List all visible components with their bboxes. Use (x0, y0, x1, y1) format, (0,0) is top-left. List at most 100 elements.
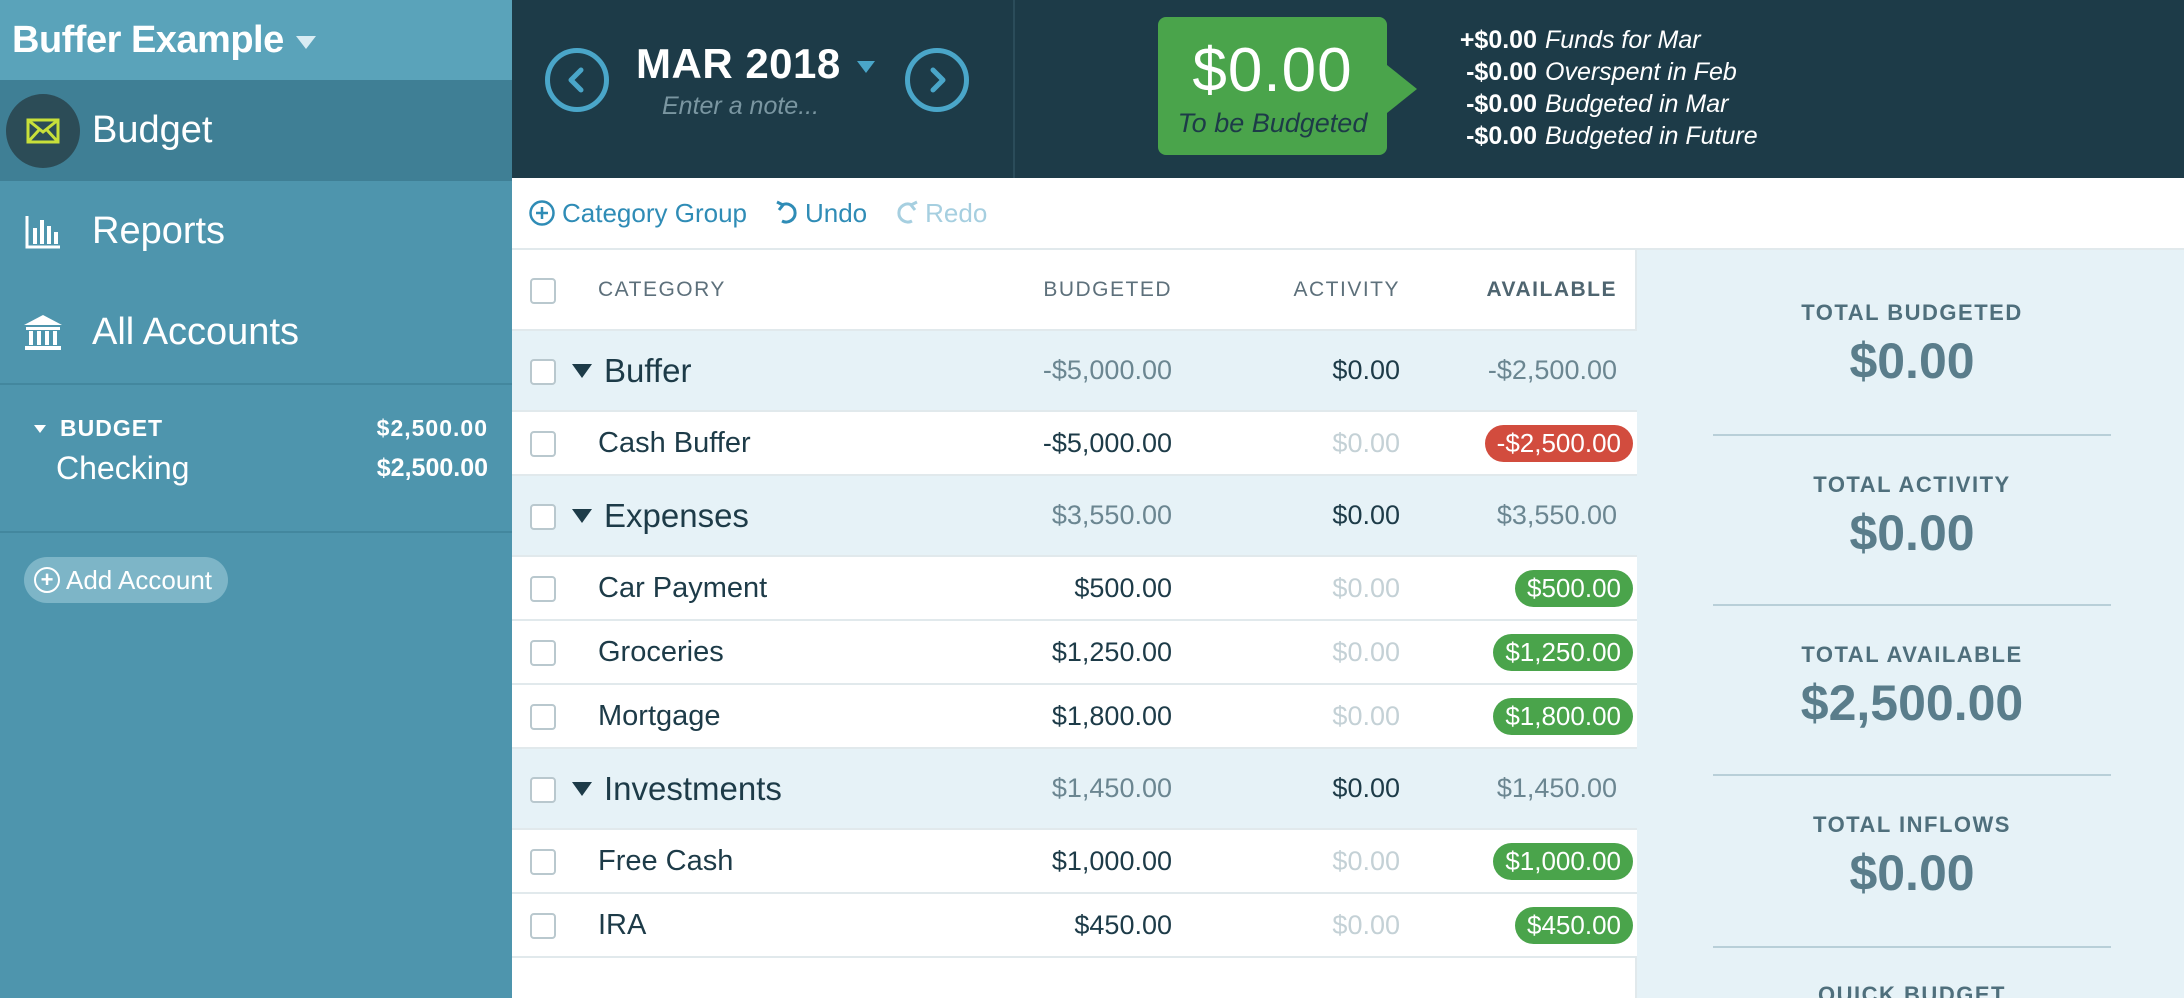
nav-budget[interactable]: Budget (0, 80, 512, 181)
stat-label: TOTAL AVAILABLE (1801, 642, 2023, 667)
category-group-row[interactable]: Buffer -$5,000.00 $0.00 -$2,500.00 (512, 331, 1637, 412)
quick-budget-label: QUICK BUDGET (1818, 982, 2006, 998)
category-name[interactable]: IRA (598, 908, 647, 941)
column-header-available[interactable]: AVAILABLE (1486, 277, 1617, 301)
group-name-text: Expenses (604, 496, 749, 534)
available-cell[interactable]: $1,800.00 (1493, 697, 1633, 735)
category-name[interactable]: Groceries (598, 635, 724, 668)
to-be-budgeted-label: To be Budgeted (1177, 108, 1368, 138)
group-name[interactable]: Investments (572, 769, 782, 808)
account-group-header[interactable]: BUDGET $2,500.00 (34, 415, 488, 442)
month-label: MAR 2018 (636, 40, 841, 87)
summary-value: -$0.00 (1466, 90, 1537, 118)
group-checkbox[interactable] (530, 776, 556, 803)
category-checkbox[interactable] (530, 576, 556, 602)
budgeted-input[interactable]: $1,000.00 (1051, 845, 1172, 876)
group-checkbox[interactable] (530, 358, 556, 385)
category-row[interactable]: IRA $450.00 $0.00 $450.00 (512, 894, 1637, 958)
stat-label: TOTAL ACTIVITY (1813, 472, 2011, 497)
category-row[interactable]: Groceries $1,250.00 $0.00 $1,250.00 (512, 621, 1637, 685)
category-checkbox[interactable] (530, 913, 556, 939)
budgeted-input[interactable]: -$5,000.00 (1042, 427, 1172, 458)
available-pill[interactable]: $1,000.00 (1493, 842, 1633, 880)
available-pill[interactable]: $1,250.00 (1493, 633, 1633, 671)
category-name[interactable]: Car Payment (598, 571, 768, 604)
budget-name-menu[interactable]: Buffer Example (0, 0, 512, 80)
activity-value[interactable]: $0.00 (1332, 636, 1400, 667)
budgeted-input[interactable]: $450.00 (1074, 909, 1172, 940)
available-cell[interactable]: $1,250.00 (1493, 633, 1633, 671)
budgeted-input[interactable]: $500.00 (1074, 572, 1172, 603)
available-cell[interactable]: $1,000.00 (1493, 842, 1633, 880)
group-checkbox[interactable] (530, 503, 556, 530)
category-checkbox[interactable] (530, 704, 556, 730)
account-item-checking[interactable]: Checking $2,500.00 (34, 450, 488, 487)
add-category-group-button[interactable]: Category Group (528, 198, 747, 229)
account-group-budget: BUDGET $2,500.00 Checking $2,500.00 (0, 385, 512, 531)
add-account-button[interactable]: + Add Account (24, 557, 228, 603)
redo-button[interactable]: Redo (895, 198, 987, 229)
category-row[interactable]: Car Payment $500.00 $0.00 $500.00 (512, 557, 1637, 621)
category-row[interactable]: Cash Buffer -$5,000.00 $0.00 -$2,500.00 (512, 412, 1637, 476)
category-checkbox[interactable] (530, 849, 556, 875)
category-group-row[interactable]: Expenses $3,550.00 $0.00 $3,550.00 (512, 476, 1637, 557)
summary-text: Budgeted in Future (1545, 122, 1758, 150)
available-pill[interactable]: -$2,500.00 (1484, 424, 1633, 462)
available-pill[interactable]: $450.00 (1515, 906, 1633, 944)
summary-value: -$0.00 (1466, 58, 1537, 86)
select-all-checkbox[interactable] (530, 278, 556, 304)
available-cell[interactable]: $450.00 (1515, 906, 1633, 944)
nav-all-accounts[interactable]: All Accounts (0, 282, 512, 383)
collapse-triangle-icon[interactable] (572, 508, 592, 523)
available-pill[interactable]: $500.00 (1515, 569, 1633, 607)
available-cell[interactable]: -$2,500.00 (1484, 424, 1633, 462)
collapse-triangle-icon (34, 424, 46, 433)
budgeted-input[interactable]: $1,250.00 (1051, 636, 1172, 667)
activity-value[interactable]: $0.00 (1332, 700, 1400, 731)
activity-value[interactable]: $0.00 (1332, 909, 1400, 940)
activity-value[interactable]: $0.00 (1332, 427, 1400, 458)
previous-month-button[interactable] (545, 48, 609, 112)
envelope-icon (6, 93, 80, 168)
undo-label: Undo (804, 197, 868, 228)
group-available: $3,550.00 (1496, 500, 1617, 530)
group-name[interactable]: Expenses (572, 496, 749, 535)
redo-icon (895, 199, 919, 227)
column-header-activity[interactable]: ACTIVITY (1293, 277, 1400, 301)
column-header-category[interactable]: CATEGORY (598, 277, 726, 301)
group-name-text: Investments (604, 769, 782, 807)
summary-line: -$0.00 Budgeted in Mar (1449, 88, 1758, 120)
category-group-row[interactable]: Investments $1,450.00 $0.00 $1,450.00 (512, 749, 1637, 830)
chevron-right-icon (930, 67, 946, 93)
category-name[interactable]: Free Cash (598, 844, 734, 877)
group-budgeted: $1,450.00 (1051, 773, 1172, 803)
quick-budget-heading: QUICK BUDGET (1713, 982, 2111, 998)
group-name[interactable]: Buffer (572, 352, 691, 390)
undo-button[interactable]: Undo (775, 198, 867, 229)
column-header-budgeted[interactable]: BUDGETED (1043, 277, 1172, 301)
activity-value[interactable]: $0.00 (1332, 845, 1400, 876)
nav-reports[interactable]: Reports (0, 181, 512, 282)
to-be-budgeted-box[interactable]: $0.00 To be Budgeted (1158, 17, 1417, 155)
activity-value[interactable]: $0.00 (1332, 572, 1400, 603)
collapse-triangle-icon[interactable] (572, 363, 592, 378)
bar-chart-icon (6, 195, 80, 269)
sidebar-divider (0, 531, 512, 533)
collapse-triangle-icon[interactable] (572, 781, 592, 796)
group-available: $1,450.00 (1496, 773, 1617, 803)
redo-label: Redo (925, 197, 988, 228)
month-note-input[interactable]: Enter a note... (662, 92, 820, 120)
available-cell[interactable]: $500.00 (1515, 569, 1633, 607)
category-checkbox[interactable] (530, 640, 556, 666)
month-selector[interactable]: MAR 2018 (636, 40, 875, 88)
category-name[interactable]: Mortgage (598, 699, 721, 732)
category-row[interactable]: Free Cash $1,000.00 $0.00 $1,000.00 (512, 830, 1637, 894)
group-budgeted: $3,550.00 (1051, 500, 1172, 530)
available-pill[interactable]: $1,800.00 (1493, 697, 1633, 735)
category-checkbox[interactable] (530, 431, 556, 457)
summary-line: -$0.00 Budgeted in Future (1449, 120, 1758, 152)
next-month-button[interactable] (905, 48, 969, 112)
category-row[interactable]: Mortgage $1,800.00 $0.00 $1,800.00 (512, 685, 1637, 749)
budgeted-input[interactable]: $1,800.00 (1051, 700, 1172, 731)
category-name[interactable]: Cash Buffer (598, 426, 751, 459)
